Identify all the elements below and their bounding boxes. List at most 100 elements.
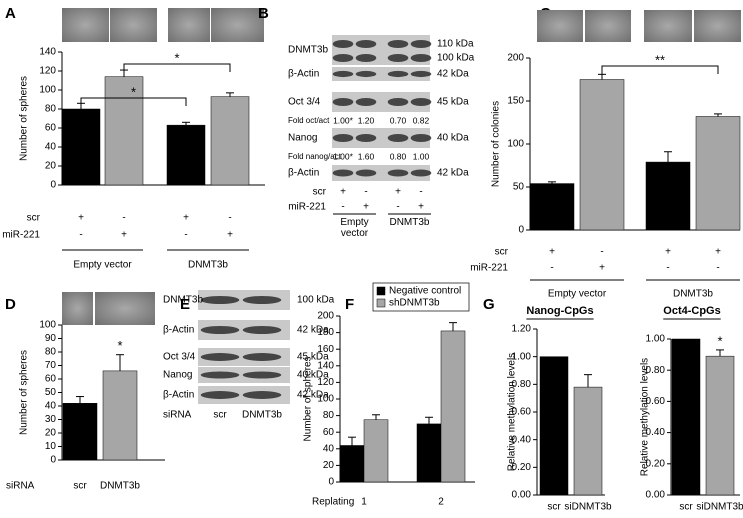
x-axis-label: siRNA	[163, 410, 192, 421]
blot-band	[410, 134, 432, 142]
blot-band	[387, 169, 409, 177]
x-tick-label: siDNMT3b	[696, 502, 743, 513]
y-tick-label: 100	[39, 85, 56, 96]
protein-label: Oct 3/4	[163, 352, 196, 363]
x-tick-label: siDNMT3b	[564, 502, 612, 513]
y-tick-label: 0.20	[512, 462, 532, 473]
group-label: DNMT3b	[673, 289, 713, 300]
y-tick-label: 0.60	[646, 396, 666, 407]
y-tick-label: 0	[518, 225, 524, 236]
x-axis-label: siRNA	[6, 481, 35, 492]
blot-band	[355, 169, 377, 177]
blot-band	[332, 98, 354, 106]
blot-band	[387, 40, 409, 48]
y-tick-label: 80	[45, 104, 57, 115]
y-tick-label: 140	[317, 360, 334, 371]
condition-mark: -	[550, 263, 553, 274]
condition-label: scr	[313, 187, 327, 198]
protein-label: β-Actin	[288, 69, 319, 80]
y-tick-label: 100	[507, 139, 524, 150]
y-tick-label: 120	[317, 377, 334, 388]
y-tick-label: 0	[50, 455, 56, 466]
y-tick-label: 70	[45, 360, 57, 371]
blot-band	[387, 54, 409, 62]
y-tick-label: 100	[39, 320, 56, 331]
condition-mark: +	[227, 230, 233, 241]
kda-label: 100 kDa	[297, 295, 335, 306]
legend-box	[372, 282, 470, 312]
y-tick-label: 0.00	[512, 490, 532, 501]
y-tick-label: 140	[39, 47, 56, 58]
chart-title: Nanog-CpGs	[526, 305, 593, 317]
condition-label: scr	[27, 213, 41, 224]
blot-strip	[332, 67, 430, 81]
panel-label: E	[180, 296, 190, 313]
condition-mark: +	[395, 187, 401, 198]
y-tick-label: 200	[317, 311, 334, 322]
panel-label: G	[483, 296, 495, 313]
y-tick-label: 40	[45, 142, 57, 153]
group-label: Empty vector	[73, 260, 132, 271]
protein-label: β-Actin	[163, 325, 194, 336]
y-tick-label: 50	[45, 387, 57, 398]
blot-band	[410, 70, 432, 78]
protein-label: Oct 3/4	[288, 97, 321, 108]
condition-label: miR-221	[288, 202, 326, 213]
x-tick-label: DNMT3b	[100, 481, 140, 492]
legend-label: Negative control	[389, 286, 461, 297]
legend-swatch	[376, 298, 386, 308]
blot-band	[332, 70, 354, 78]
y-tick-label: 60	[45, 123, 57, 134]
protein-label: DNMT3b	[288, 45, 328, 56]
bar	[440, 330, 466, 483]
y-tick-label: 0	[50, 180, 56, 191]
fold-value: 0.82	[413, 115, 430, 125]
y-axis-label: Relative methylation levels	[640, 358, 651, 476]
condition-mark: +	[363, 202, 369, 213]
condition-mark: -	[122, 213, 125, 224]
panel-label: D	[5, 296, 16, 313]
bar	[102, 370, 138, 461]
condition-mark: -	[341, 202, 344, 213]
bar	[695, 116, 741, 231]
y-axis-label: Number of spheres	[19, 76, 30, 161]
blot-band	[200, 326, 240, 334]
condition-mark: -	[419, 187, 422, 198]
lane-label: DNMT3b	[242, 410, 282, 421]
kda-label: 45 kDa	[437, 97, 469, 108]
x-tick-label: scr	[679, 502, 693, 513]
condition-mark: -	[79, 230, 82, 241]
y-tick-label: 0.00	[646, 490, 666, 501]
protein-label: Nanog	[163, 370, 192, 381]
y-tick-label: 0.60	[512, 407, 532, 418]
protein-label: Nanog	[288, 133, 317, 144]
y-tick-label: 30	[45, 414, 57, 425]
bar	[104, 76, 144, 186]
blot-band	[355, 40, 377, 48]
significance-bracket	[601, 65, 719, 74]
y-tick-label: 200	[507, 53, 524, 64]
condition-mark: -	[396, 202, 399, 213]
y-axis-label: Number of colonies	[491, 101, 502, 187]
y-tick-label: 20	[45, 428, 57, 439]
fold-value: 1.00*	[333, 151, 354, 161]
panel-label: B	[258, 5, 269, 22]
protein-label: DNMT3b	[163, 295, 203, 306]
blot-band	[242, 371, 282, 379]
blot-band	[332, 134, 354, 142]
sphere-image	[537, 10, 583, 42]
bar	[705, 355, 735, 496]
y-tick-label: 150	[507, 96, 524, 107]
y-tick-label: 80	[323, 410, 335, 421]
blot-band	[242, 326, 282, 334]
significance-mark: *	[131, 84, 136, 99]
x-tick-label: scr	[547, 502, 561, 513]
blot-band	[355, 54, 377, 62]
panel-label: F	[345, 296, 354, 313]
significance-mark: *	[174, 50, 179, 65]
y-axis-label: Number of spheres	[19, 350, 30, 435]
bar	[363, 419, 389, 483]
significance-mark: *	[717, 333, 722, 348]
condition-mark: -	[716, 263, 719, 274]
